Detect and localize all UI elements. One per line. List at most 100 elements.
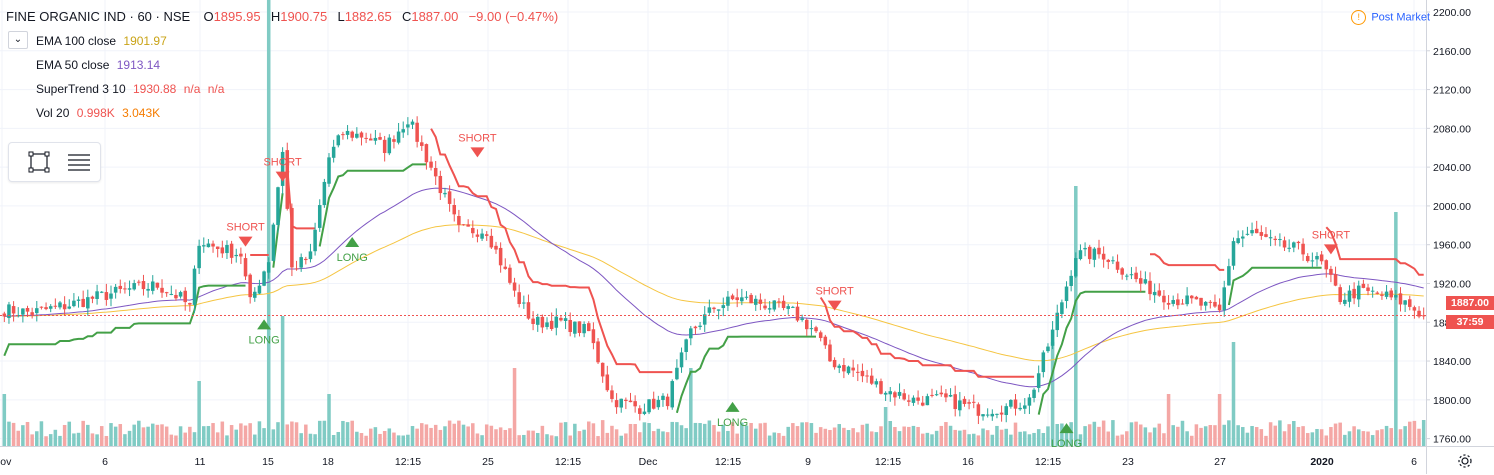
volume-bar — [197, 381, 201, 446]
volume-bar — [1301, 426, 1305, 446]
candle-body — [67, 306, 72, 309]
candle-body — [1259, 232, 1264, 236]
indicator-extra: 3.043K — [122, 106, 161, 120]
volume-bar — [730, 422, 735, 446]
candle-body — [837, 365, 842, 368]
candle-body — [656, 399, 661, 408]
volume-bar — [336, 431, 341, 446]
volume-bar — [1366, 431, 1370, 446]
candle-body — [243, 258, 248, 277]
x-tick-label: Dec — [639, 456, 658, 468]
volume-bar — [368, 428, 373, 446]
volume-bar — [1356, 429, 1361, 446]
candle-body — [596, 341, 600, 363]
short-arrow-icon — [1323, 244, 1338, 255]
x-tick-label: 2020 — [1310, 456, 1334, 468]
volume-bar — [897, 431, 902, 446]
candle-body — [971, 401, 976, 403]
candle-body — [62, 304, 67, 310]
volume-bar — [893, 427, 897, 446]
volume-bar — [72, 433, 76, 446]
volume-bar — [512, 368, 517, 446]
indicator-volume[interactable]: Vol 20 0.998K 3.043K — [36, 106, 160, 120]
volume-bar — [981, 428, 985, 446]
volume-bar — [90, 433, 95, 446]
candle-body — [1046, 346, 1050, 352]
candle-body — [359, 132, 364, 138]
candle-body — [647, 399, 651, 413]
candle-body — [406, 124, 410, 128]
candle-body — [786, 306, 790, 309]
candle-body — [814, 327, 818, 332]
candle-body — [1055, 312, 1060, 331]
candle-body — [651, 398, 656, 409]
candle-body — [1152, 291, 1157, 296]
candle-body — [573, 321, 577, 334]
volume-bar — [355, 431, 359, 446]
gear-icon[interactable] — [1456, 452, 1474, 470]
volume-bar — [605, 432, 610, 446]
volume-bar — [1041, 433, 1046, 446]
volume-bar — [753, 428, 758, 446]
volume-bar — [758, 423, 763, 446]
candle-body — [1273, 238, 1278, 241]
volume-bar — [568, 435, 572, 446]
volume-bar — [341, 420, 345, 446]
volume-bar — [378, 433, 382, 446]
indicator-ema100[interactable]: EMA 100 close 1901.97 — [36, 34, 167, 48]
menu-lines-icon[interactable] — [65, 149, 93, 175]
candle-body — [661, 395, 665, 400]
y-tick-label: 1960.00 — [1433, 240, 1471, 252]
candle-body — [16, 315, 20, 317]
volume-bar — [707, 420, 712, 446]
candle-body — [809, 328, 814, 330]
volume-bar — [1208, 425, 1213, 446]
volume-bar — [1315, 428, 1319, 446]
volume-bar — [109, 423, 113, 446]
candle-body — [805, 319, 809, 330]
rectangle-select-icon[interactable] — [25, 149, 53, 175]
volume-bar — [1222, 424, 1226, 446]
candle-body — [1361, 283, 1366, 288]
volume-bar — [614, 429, 619, 446]
volume-bar — [999, 429, 1004, 446]
volume-bar — [842, 427, 846, 446]
candle-body — [953, 394, 957, 410]
volume-bar — [749, 422, 753, 446]
symbol-title[interactable]: FINE ORGANIC IND · 60 · NSE — [6, 9, 191, 24]
volume-bar — [206, 426, 211, 446]
volume-bar — [484, 424, 489, 446]
candle-body — [1185, 295, 1189, 305]
candle-body — [721, 305, 726, 309]
legend-collapse-button[interactable]: ⌄ — [8, 31, 28, 49]
indicator-ema50[interactable]: EMA 50 close 1913.14 — [36, 58, 160, 72]
high-value: 1900.75 — [280, 9, 328, 24]
volume-bar — [628, 423, 633, 446]
volume-bar — [202, 426, 206, 446]
volume-bar — [1264, 435, 1268, 446]
candle-body — [897, 391, 902, 396]
candle-body — [1310, 260, 1315, 262]
candle-body — [962, 398, 967, 404]
volume-bar — [823, 428, 828, 446]
volume-bar — [930, 434, 934, 446]
volume-bar — [860, 424, 865, 446]
candle-body — [586, 323, 591, 332]
candle-body — [1366, 287, 1370, 291]
candle-body — [1180, 303, 1185, 305]
candle-body — [554, 316, 559, 328]
post-market-status[interactable]: ! Post Market — [1351, 10, 1430, 25]
volume-bar — [535, 432, 540, 446]
volume-bar — [1152, 427, 1157, 446]
indicator-supertrend[interactable]: SuperTrend 3 10 1930.88 n/a n/a — [36, 82, 224, 96]
candle-body — [1254, 228, 1259, 234]
candle-body — [823, 336, 828, 346]
candle-body — [1347, 290, 1352, 302]
volume-bar — [990, 434, 995, 446]
candle-body — [763, 305, 767, 309]
x-tick-label: 9 — [805, 456, 811, 468]
volume-bar — [591, 423, 596, 446]
candle-body — [1222, 287, 1226, 311]
volume-bar — [220, 421, 225, 446]
